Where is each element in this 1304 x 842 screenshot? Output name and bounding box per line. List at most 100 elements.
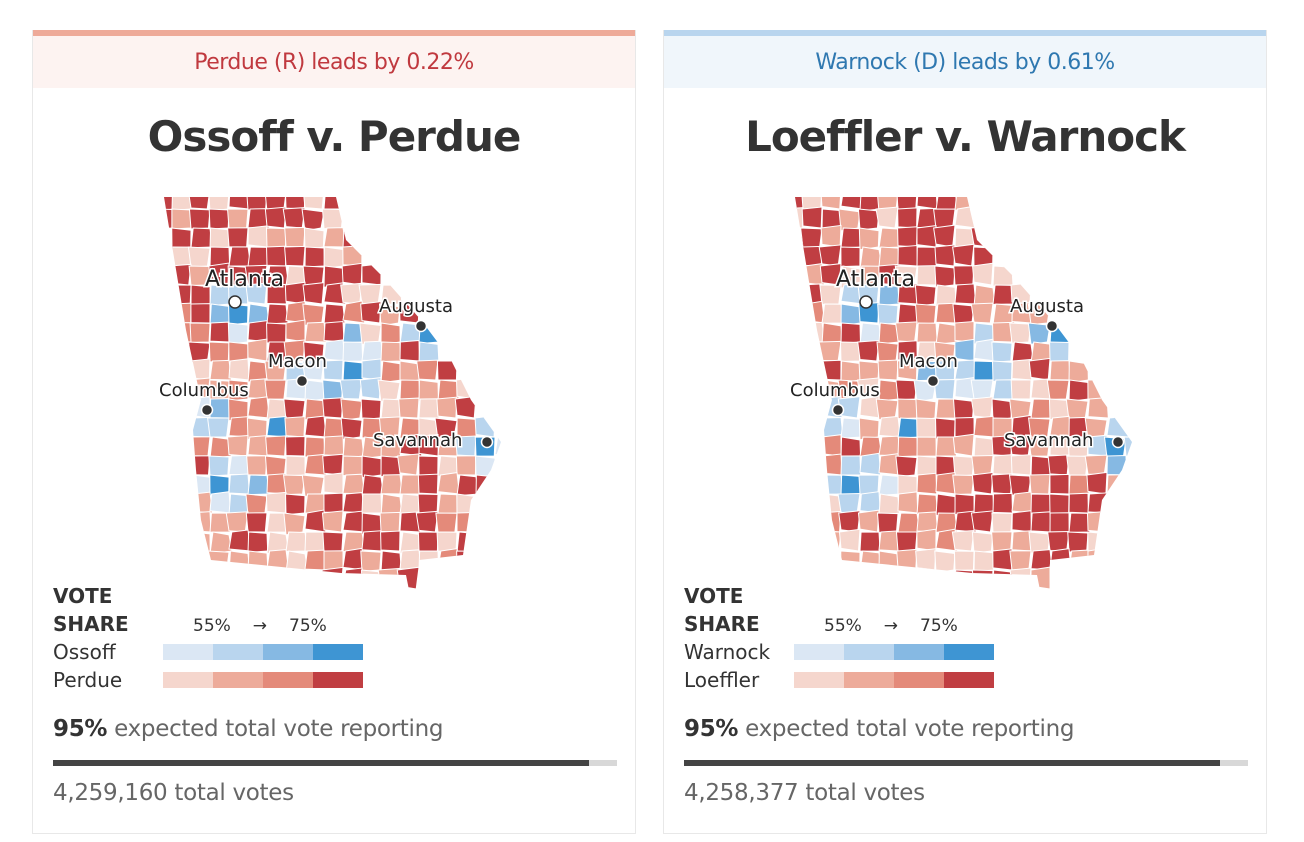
county[interactable]	[897, 398, 918, 420]
county[interactable]	[171, 302, 192, 324]
county[interactable]	[802, 283, 823, 305]
county[interactable]	[396, 566, 420, 590]
county[interactable]	[247, 320, 269, 343]
county[interactable]	[475, 474, 496, 497]
county[interactable]	[187, 246, 211, 268]
county[interactable]	[895, 531, 918, 552]
county[interactable]	[228, 473, 250, 495]
county[interactable]	[435, 512, 458, 533]
county[interactable]	[208, 190, 230, 212]
county[interactable]	[378, 303, 401, 327]
county[interactable]	[914, 303, 937, 326]
county[interactable]	[1046, 379, 1070, 400]
county[interactable]	[916, 528, 937, 552]
county[interactable]	[228, 303, 249, 326]
county[interactable]	[380, 341, 402, 363]
county[interactable]	[952, 455, 975, 477]
county[interactable]	[188, 208, 211, 230]
county[interactable]	[991, 398, 1013, 422]
county[interactable]	[361, 263, 382, 286]
county[interactable]	[971, 531, 994, 554]
county[interactable]	[897, 512, 921, 534]
county[interactable]	[266, 283, 287, 305]
county[interactable]	[897, 226, 918, 248]
county[interactable]	[971, 471, 994, 495]
county[interactable]	[228, 550, 251, 574]
county[interactable]	[285, 436, 306, 457]
county[interactable]	[418, 379, 439, 402]
county[interactable]	[323, 246, 344, 270]
county[interactable]	[1047, 454, 1070, 476]
county[interactable]	[840, 190, 864, 210]
county[interactable]	[301, 208, 325, 232]
county[interactable]	[840, 474, 862, 496]
county[interactable]	[819, 531, 842, 552]
county[interactable]	[954, 283, 977, 305]
county[interactable]	[360, 398, 382, 421]
county[interactable]	[361, 358, 382, 381]
county[interactable]	[283, 512, 306, 536]
county[interactable]	[398, 397, 420, 419]
county[interactable]	[284, 226, 306, 248]
county[interactable]	[875, 206, 899, 229]
county[interactable]	[380, 455, 401, 478]
county[interactable]	[456, 474, 480, 497]
county[interactable]	[397, 453, 420, 476]
county[interactable]	[322, 453, 344, 476]
county[interactable]	[225, 511, 249, 533]
county[interactable]	[820, 510, 842, 533]
county[interactable]	[209, 531, 233, 555]
county[interactable]	[361, 569, 382, 591]
county[interactable]	[417, 493, 439, 514]
county[interactable]	[456, 512, 477, 533]
county[interactable]	[247, 474, 270, 496]
county[interactable]	[282, 474, 306, 496]
county[interactable]	[360, 550, 382, 572]
county[interactable]	[859, 491, 881, 514]
county[interactable]	[1068, 549, 1092, 571]
county[interactable]	[209, 321, 231, 343]
county[interactable]	[227, 434, 249, 457]
county[interactable]	[1087, 379, 1108, 400]
county[interactable]	[1068, 512, 1091, 533]
county[interactable]	[992, 454, 1014, 476]
county[interactable]	[190, 511, 212, 533]
county[interactable]	[245, 493, 268, 516]
county[interactable]	[784, 190, 805, 211]
county[interactable]	[208, 262, 230, 286]
county[interactable]	[228, 190, 250, 210]
county[interactable]	[228, 379, 249, 402]
county[interactable]	[302, 282, 325, 305]
county[interactable]	[800, 227, 823, 249]
county[interactable]	[190, 531, 211, 554]
county[interactable]	[342, 360, 364, 383]
county[interactable]	[878, 493, 901, 517]
county[interactable]	[209, 491, 232, 514]
county[interactable]	[914, 284, 937, 307]
county[interactable]	[399, 379, 421, 400]
county[interactable]	[247, 225, 268, 248]
county[interactable]	[840, 303, 861, 327]
county[interactable]	[188, 265, 211, 286]
county[interactable]	[304, 549, 327, 571]
county[interactable]	[895, 379, 918, 401]
county[interactable]	[208, 341, 230, 363]
county[interactable]	[228, 529, 252, 552]
county[interactable]	[859, 190, 881, 212]
county[interactable]	[821, 416, 844, 438]
county[interactable]	[858, 417, 880, 441]
county[interactable]	[821, 303, 845, 324]
county[interactable]	[340, 417, 363, 440]
county[interactable]	[951, 529, 975, 552]
county[interactable]	[170, 284, 192, 305]
county[interactable]	[801, 190, 823, 210]
county[interactable]	[323, 435, 345, 457]
county[interactable]	[859, 452, 882, 476]
county[interactable]	[285, 455, 306, 477]
county[interactable]	[1010, 379, 1032, 400]
county[interactable]	[171, 190, 193, 211]
county[interactable]	[991, 512, 1013, 533]
county[interactable]	[436, 360, 458, 381]
county[interactable]	[1068, 360, 1089, 384]
county[interactable]	[304, 246, 325, 268]
